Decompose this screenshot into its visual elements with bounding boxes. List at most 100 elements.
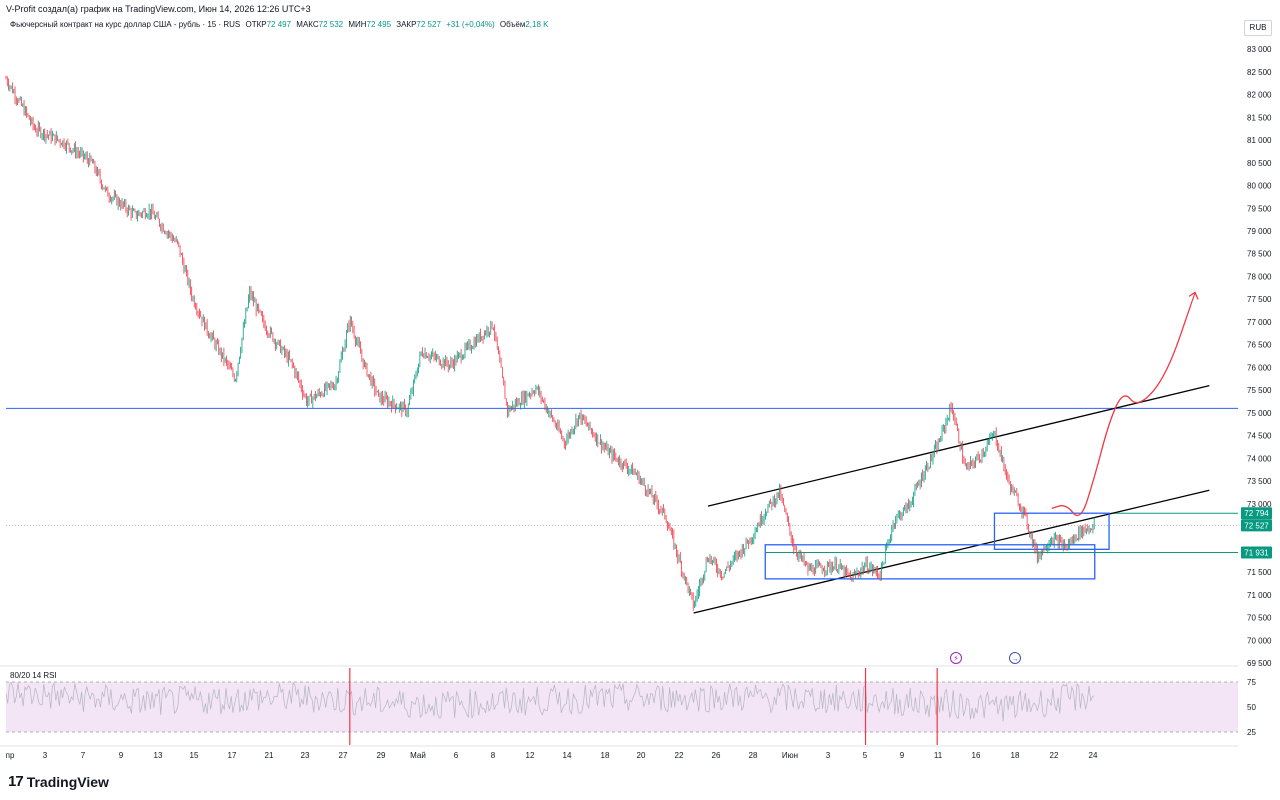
x-tick-label: 22: [675, 751, 684, 760]
y-tick-label: 82 000: [1247, 91, 1272, 100]
x-tick-label: 17: [228, 751, 237, 760]
y-tick-label: 75 500: [1247, 386, 1272, 395]
y-tick-label: 71 000: [1247, 591, 1272, 600]
rsi-pane: 75 50 25: [5, 668, 1256, 745]
x-tick-label: 16: [972, 751, 981, 760]
volume-label: Объём: [499, 20, 526, 29]
y-tick-label: 71 500: [1247, 568, 1272, 577]
rsi-line: [5, 681, 1095, 722]
x-tick-label: Май: [410, 751, 426, 760]
rsi-band: [6, 682, 1238, 732]
x-tick-label: 6: [454, 751, 459, 760]
drawings-layer: ⚡ →: [6, 291, 1238, 664]
y-tick-label: 82 500: [1247, 68, 1272, 77]
close-value: 72 527: [416, 20, 441, 29]
y-tick-label: 69 500: [1247, 659, 1272, 668]
x-tick-label: пр: [6, 751, 15, 760]
y-tick-label: 83 000: [1247, 45, 1272, 54]
lightning-glyph: ⚡: [953, 654, 959, 663]
x-tick-label: Июн: [782, 751, 798, 760]
y-tick-label: 77 000: [1247, 318, 1272, 327]
range-box-1: [764, 544, 1096, 580]
x-tick-label: 9: [900, 751, 905, 760]
price-badge-bg: [1241, 507, 1272, 520]
y-tick-label: 76 000: [1247, 363, 1272, 372]
x-tick-label: 7: [81, 751, 86, 760]
price-badge-bg: [1241, 519, 1272, 532]
brand-name: TradingView: [26, 773, 109, 790]
volume-value: 2,18 K: [525, 20, 549, 29]
y-tick-label: 70 000: [1247, 636, 1272, 645]
high-value: 72 532: [318, 20, 344, 29]
y-tick-label: 78 500: [1247, 250, 1272, 259]
x-tick-label: 18: [1011, 751, 1020, 760]
x-tick-label: 11: [934, 751, 943, 760]
low-value: 72 495: [366, 20, 392, 29]
x-tick-label: 21: [265, 751, 274, 760]
x-tick-label: 15: [190, 751, 199, 760]
high-label: МАКС: [296, 20, 319, 29]
price-badge-bg: [1241, 546, 1272, 559]
x-tick-label: 5: [863, 751, 868, 760]
open-label: ОТКР: [245, 20, 267, 29]
author-caption: V-Profit создал(а) график на TradingView…: [6, 4, 311, 14]
x-tick-label: 29: [377, 751, 386, 760]
instrument-title[interactable]: Фьючерсный контракт на курс доллар США -…: [10, 20, 241, 29]
channel-upper-line: [707, 384, 1210, 507]
y-tick-label: 73 000: [1247, 500, 1272, 509]
close-label: ЗАКР: [396, 20, 417, 29]
y-tick-label: 76 500: [1247, 341, 1272, 350]
y-tick-label: 80 000: [1247, 182, 1272, 191]
x-tick-label: 24: [1089, 751, 1098, 760]
x-tick-label: 22: [1050, 751, 1059, 760]
x-tick-label: 14: [563, 751, 572, 760]
event-icon: [1009, 652, 1021, 664]
x-tick-label: 3: [826, 751, 831, 760]
lightning-icon: [950, 652, 962, 664]
projection-arrow-icon: [1188, 291, 1199, 300]
y-tick-label: 77 500: [1247, 295, 1272, 304]
price-series-layer: [5, 75, 1095, 611]
rsi-tick-label: 50: [1247, 703, 1256, 712]
y-tick-label: 74 500: [1247, 432, 1272, 441]
low-label: МИН: [348, 20, 367, 29]
x-tick-label: 20: [637, 751, 646, 760]
y-tick-label: 81 500: [1247, 113, 1272, 122]
x-tick-label: 18: [601, 751, 610, 760]
price-badge-label: 72 794: [1244, 509, 1269, 518]
event-glyph: →: [1012, 656, 1019, 663]
price-badge-label: 72 527: [1244, 521, 1269, 530]
projection-path: [1051, 292, 1196, 517]
axis-layer: 83 000 82 500 82 000 81 500 81 000 80 500 80 0…: [0, 45, 1272, 760]
y-tick-label: 81 000: [1247, 136, 1272, 145]
x-tick-label: 28: [749, 751, 758, 760]
y-tick-label: 70 500: [1247, 614, 1272, 623]
y-tick-label: 74 000: [1247, 454, 1272, 463]
rsi-indicator-label[interactable]: 80/20 14 RSI: [10, 671, 57, 680]
y-tick-label: 73 500: [1247, 477, 1272, 486]
tradingview-logo-icon: 17: [8, 773, 24, 790]
x-tick-label: 26: [712, 751, 721, 760]
y-tick-label: 79 500: [1247, 204, 1272, 213]
currency-button[interactable]: RUB: [1244, 20, 1272, 36]
price-badges-layer: 72 794 72 527 71 931: [1241, 507, 1272, 559]
x-tick-label: 27: [339, 751, 348, 760]
x-tick-label: 8: [491, 751, 496, 760]
open-value: 72 497: [266, 20, 292, 29]
channel-lower-line: [693, 489, 1210, 614]
x-tick-label: 13: [154, 751, 163, 760]
y-tick-label: 80 500: [1247, 159, 1272, 168]
price-badge-label: 71 931: [1244, 548, 1269, 557]
x-tick-label: 3: [43, 751, 48, 760]
y-tick-label: 75 000: [1247, 409, 1272, 418]
change-value: +31 (+0,04%): [446, 20, 495, 29]
rsi-tick-label: 75: [1247, 678, 1256, 687]
x-tick-label: 12: [526, 751, 535, 760]
rsi-tick-label: 25: [1247, 728, 1256, 737]
tradingview-brand[interactable]: 17 TradingView: [8, 773, 109, 790]
x-tick-label: 9: [119, 751, 124, 760]
instrument-legend: Фьючерсный контракт на курс доллар США -…: [10, 20, 548, 29]
y-tick-label: 78 000: [1247, 272, 1272, 281]
range-box-2: [993, 512, 1110, 550]
